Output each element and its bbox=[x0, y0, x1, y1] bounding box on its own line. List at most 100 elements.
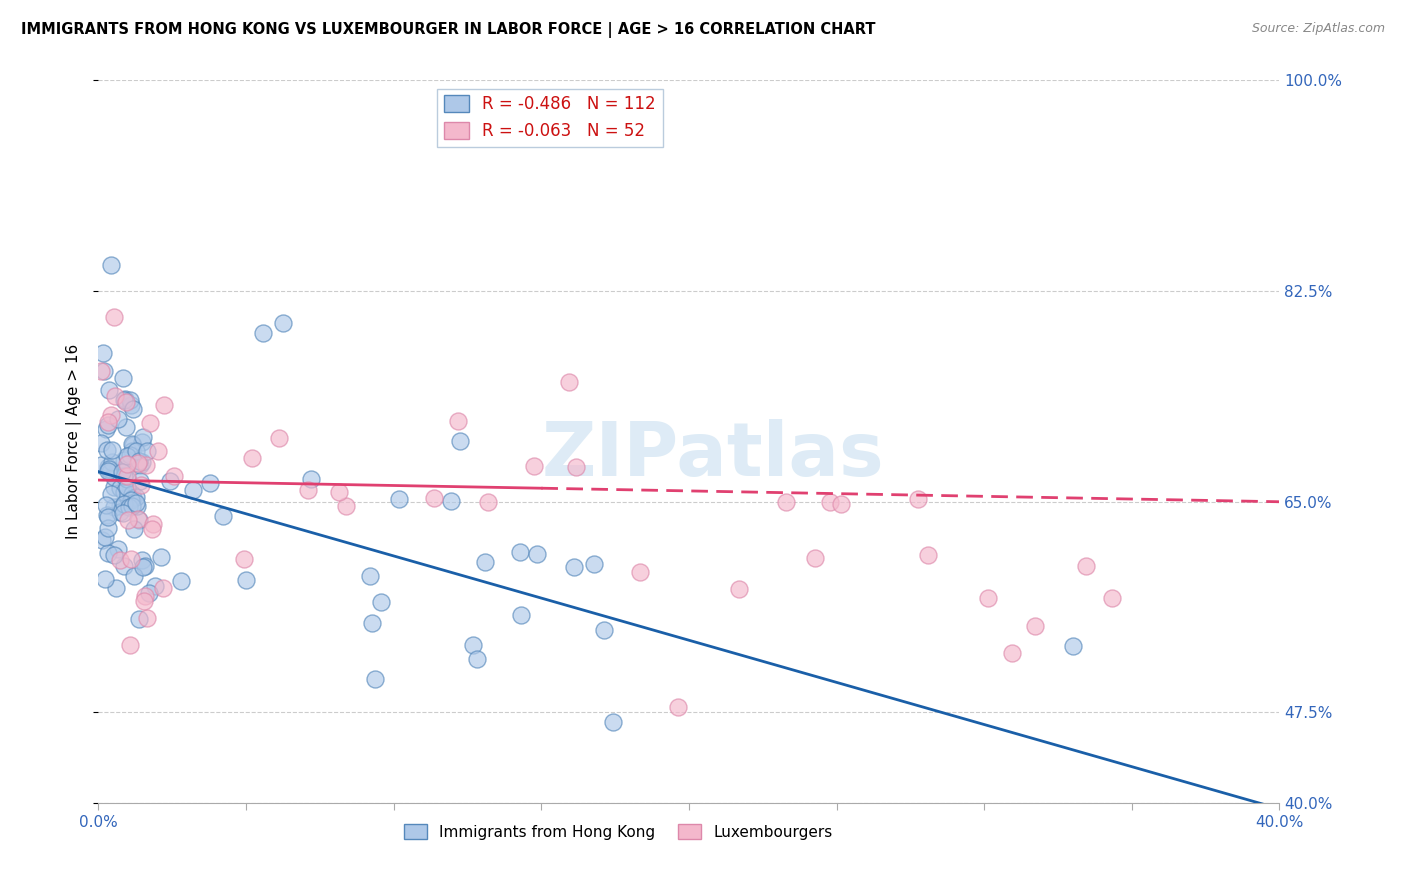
Point bbox=[104, 389, 127, 403]
Point bbox=[449, 434, 471, 448]
Point bbox=[328, 485, 350, 500]
Point bbox=[562, 560, 585, 574]
Point bbox=[388, 491, 411, 506]
Point bbox=[510, 608, 533, 623]
Point bbox=[461, 638, 484, 652]
Point bbox=[115, 458, 138, 472]
Point bbox=[235, 574, 257, 588]
Point bbox=[100, 408, 122, 422]
Point bbox=[115, 468, 138, 483]
Point bbox=[360, 615, 382, 630]
Point bbox=[108, 499, 131, 513]
Point bbox=[112, 485, 135, 500]
Point bbox=[98, 461, 121, 475]
Point bbox=[122, 491, 145, 506]
Point bbox=[1001, 646, 1024, 660]
Point bbox=[112, 497, 135, 511]
Point bbox=[447, 414, 470, 428]
Point bbox=[121, 444, 143, 458]
Point bbox=[907, 491, 929, 506]
Point bbox=[120, 393, 142, 408]
Text: Source: ZipAtlas.com: Source: ZipAtlas.com bbox=[1251, 22, 1385, 36]
Y-axis label: In Labor Force | Age > 16: In Labor Force | Age > 16 bbox=[66, 344, 82, 539]
Point bbox=[125, 444, 148, 458]
Point bbox=[121, 402, 143, 417]
Point bbox=[159, 474, 181, 488]
Point bbox=[127, 500, 149, 514]
Point bbox=[267, 431, 290, 445]
Point bbox=[145, 579, 167, 593]
Point bbox=[100, 487, 122, 501]
Point bbox=[1062, 639, 1084, 653]
Point bbox=[112, 371, 135, 385]
Point bbox=[94, 498, 117, 512]
Point bbox=[112, 453, 135, 467]
Point bbox=[804, 550, 827, 565]
Point bbox=[271, 316, 294, 330]
Point bbox=[120, 398, 142, 412]
Point bbox=[775, 494, 797, 508]
Point bbox=[103, 548, 125, 562]
Point bbox=[131, 553, 153, 567]
Point bbox=[124, 568, 146, 582]
Point bbox=[120, 638, 142, 652]
Point bbox=[114, 395, 136, 409]
Point bbox=[111, 506, 134, 520]
Point bbox=[97, 460, 120, 475]
Point bbox=[170, 574, 193, 589]
Point bbox=[129, 458, 152, 473]
Point bbox=[97, 520, 120, 534]
Point bbox=[121, 487, 143, 501]
Point bbox=[117, 490, 139, 504]
Point bbox=[112, 558, 135, 573]
Point bbox=[1074, 558, 1097, 573]
Point bbox=[103, 310, 125, 324]
Point bbox=[628, 566, 651, 580]
Point bbox=[96, 508, 118, 522]
Point bbox=[121, 437, 143, 451]
Point bbox=[132, 594, 155, 608]
Point bbox=[127, 511, 149, 525]
Point bbox=[115, 479, 138, 493]
Point bbox=[211, 509, 233, 524]
Point bbox=[93, 364, 115, 378]
Point bbox=[125, 496, 148, 510]
Point bbox=[135, 458, 157, 472]
Point bbox=[335, 500, 357, 514]
Point bbox=[118, 448, 141, 462]
Point bbox=[359, 569, 381, 583]
Point bbox=[526, 547, 548, 561]
Point bbox=[135, 443, 157, 458]
Point bbox=[108, 481, 131, 495]
Point bbox=[131, 477, 153, 491]
Point bbox=[115, 449, 138, 463]
Point bbox=[523, 459, 546, 474]
Point bbox=[370, 595, 392, 609]
Legend: Immigrants from Hong Kong, Luxembourgers: Immigrants from Hong Kong, Luxembourgers bbox=[398, 818, 838, 846]
Point bbox=[163, 469, 186, 483]
Point bbox=[128, 513, 150, 527]
Point bbox=[112, 392, 135, 407]
Point bbox=[134, 590, 156, 604]
Point bbox=[465, 652, 488, 666]
Point bbox=[128, 612, 150, 626]
Point bbox=[117, 513, 139, 527]
Point bbox=[440, 494, 463, 508]
Point bbox=[474, 555, 496, 569]
Point bbox=[121, 499, 143, 513]
Point bbox=[90, 364, 112, 378]
Point bbox=[364, 673, 387, 687]
Point bbox=[152, 581, 174, 595]
Point bbox=[131, 455, 153, 469]
Point bbox=[100, 258, 122, 272]
Point bbox=[830, 497, 852, 511]
Point bbox=[728, 582, 751, 596]
Point bbox=[232, 552, 254, 566]
Point bbox=[127, 456, 149, 470]
Point bbox=[117, 472, 139, 486]
Point bbox=[114, 392, 136, 406]
Point bbox=[129, 474, 152, 488]
Point bbox=[103, 480, 125, 494]
Point bbox=[122, 522, 145, 536]
Point bbox=[120, 552, 142, 566]
